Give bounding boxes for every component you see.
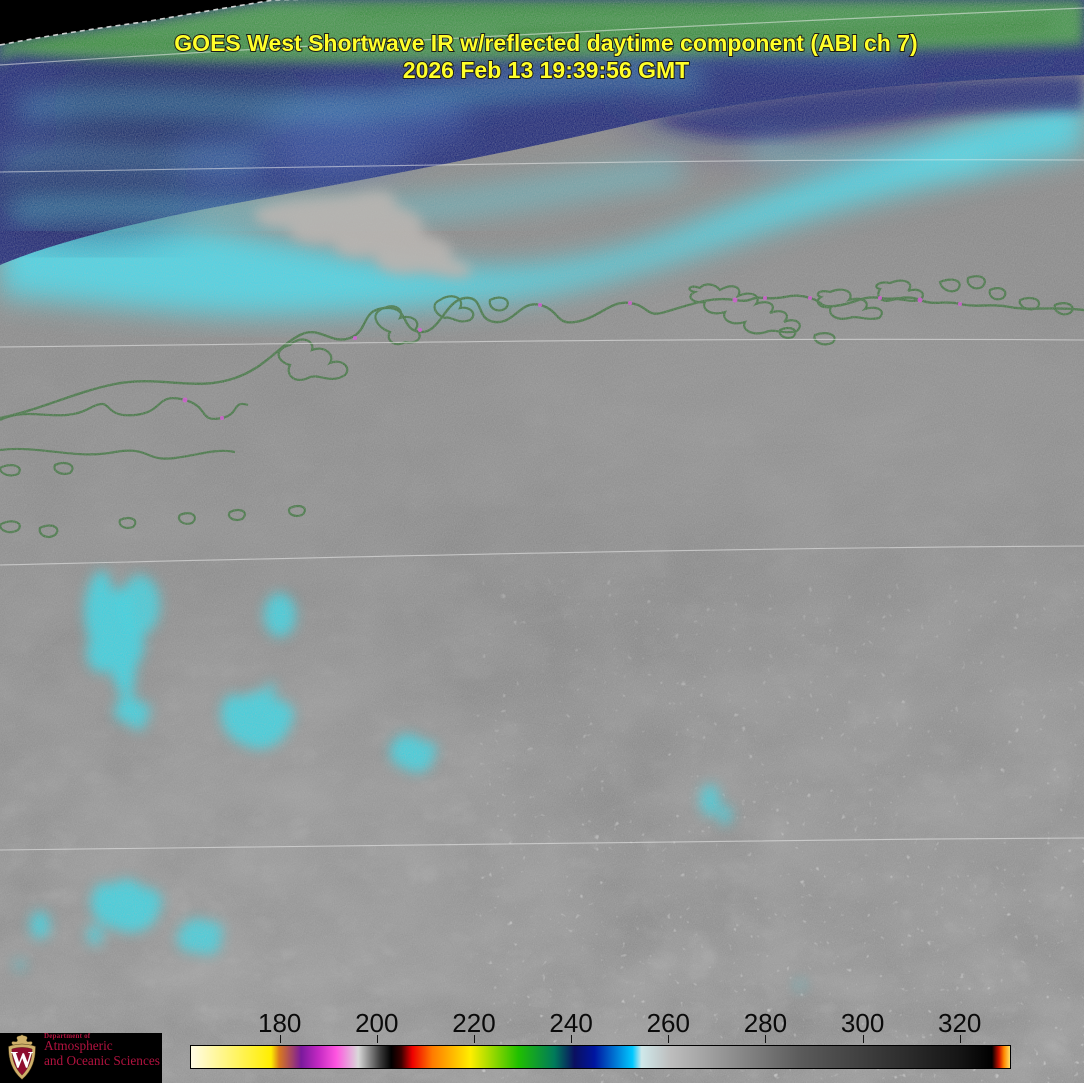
svg-text:GOES West Shortwave IR w/refle: GOES West Shortwave IR w/reflected dayti… [174, 30, 917, 56]
svg-text:W: W [11, 1048, 34, 1073]
svg-text:2026 Feb 13 19:39:56 GMT: 2026 Feb 13 19:39:56 GMT [403, 57, 689, 83]
